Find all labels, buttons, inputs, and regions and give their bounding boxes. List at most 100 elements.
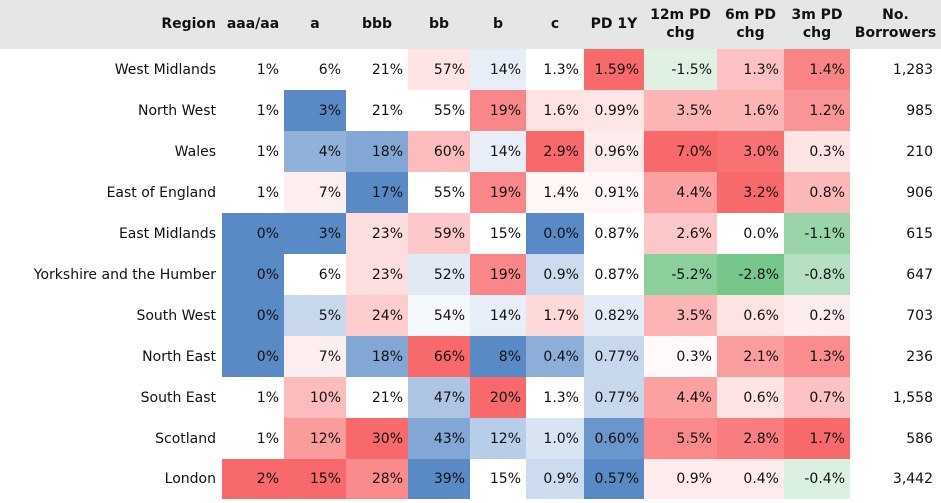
heat-cell: 20% (470, 377, 526, 418)
heat-cell: 0.87% (584, 213, 644, 254)
heat-cell: 60% (408, 131, 470, 172)
heat-cell: 0.4% (526, 336, 584, 377)
table-row: Wales 1% 4% 18% 60% 14% 2.9% 0.96% 7.0% 3.0% 0.3% 2… (0, 131, 941, 172)
heat-cell: 3% (284, 90, 346, 131)
table-row: South East 1% 10% 21% 47% 20% 1.3% 0.77% 4.4% 0.6… (0, 377, 941, 418)
region-label: East Midlands (118, 225, 216, 242)
heat-cell: 2.9% (526, 131, 584, 172)
header-row: Region aaa/aa a bbb bb b c PD 1Y 12m PD chg 6m PD… (0, 0, 941, 49)
heat-cell: 5.5% (644, 418, 717, 459)
heat-cell: 0.82% (584, 295, 644, 336)
heat-cell: 3.0% (717, 131, 784, 172)
table-row: London 2% 15% 28% 39% 15% 0.9% 0.57% 0.9% 0.4% -0.… (0, 459, 941, 499)
region-label: Yorkshire and the Humber (33, 266, 216, 283)
heat-cell: 0.91% (584, 172, 644, 213)
heat-cell: -0.4% (784, 459, 850, 499)
heat-cell: 0.0% (526, 213, 584, 254)
heat-cell: 2% (222, 459, 284, 499)
heat-cell: 17% (346, 172, 408, 213)
heat-cell: 15% (470, 213, 526, 254)
heat-cell: 3.2% (717, 172, 784, 213)
heat-cell: 2.8% (717, 418, 784, 459)
col-header-11: No. Borrowers (850, 0, 941, 49)
heat-cell: 0.6% (717, 295, 784, 336)
heat-cell: 23% (346, 213, 408, 254)
heat-cell: 21% (346, 90, 408, 131)
heat-cell: -2.8% (717, 254, 784, 295)
heat-cell: 1% (222, 90, 284, 131)
heat-cell: 28% (346, 459, 408, 499)
heat-cell: 7.0% (644, 131, 717, 172)
heat-cell: 4.4% (644, 172, 717, 213)
heat-cell: 0.77% (584, 377, 644, 418)
region-label: Scotland (155, 430, 216, 447)
heat-cell: 2.1% (717, 336, 784, 377)
heat-cell: 18% (346, 336, 408, 377)
heat-cell: -0.8% (784, 254, 850, 295)
heat-cell: 0.57% (584, 459, 644, 499)
borrowers-count: 3,442 (892, 471, 933, 487)
heat-cell: 7% (284, 336, 346, 377)
borrowers-count: 906 (906, 184, 933, 201)
heat-cell: 19% (470, 90, 526, 131)
borrowers-count: 985 (906, 102, 933, 119)
region-label: East of England (106, 184, 216, 201)
heat-cell: 0.96% (584, 131, 644, 172)
heat-cell: 12% (284, 418, 346, 459)
heat-cell: 0% (222, 295, 284, 336)
borrowers-count: 703 (906, 307, 933, 324)
heat-cell: 14% (470, 49, 526, 90)
col-header-6: c (526, 0, 584, 49)
col-header-8: 12m PD chg (644, 0, 717, 49)
heat-cell: 0.6% (717, 377, 784, 418)
region-label: North West (137, 102, 216, 119)
heat-cell: 1.2% (784, 90, 850, 131)
heat-cell: 54% (408, 295, 470, 336)
heat-cell: 0.4% (717, 459, 784, 499)
heat-cell: 0.3% (784, 131, 850, 172)
heat-cell: 55% (408, 90, 470, 131)
heat-cell: 1.7% (784, 418, 850, 459)
region-label: London (164, 471, 216, 487)
heat-cell: 52% (408, 254, 470, 295)
heat-cell: -5.2% (644, 254, 717, 295)
table-row: Yorkshire and the Humber 0% 6% 23% 52% 19% 0.9… (0, 254, 941, 295)
heat-cell: 39% (408, 459, 470, 499)
heat-cell: 0% (222, 213, 284, 254)
heat-cell: 4% (284, 131, 346, 172)
heat-cell: 6% (284, 254, 346, 295)
region-label: South West (136, 307, 216, 324)
heat-cell: 1.3% (526, 377, 584, 418)
heat-cell: 47% (408, 377, 470, 418)
heat-cell: 1.3% (526, 49, 584, 90)
col-header-0: Region (0, 0, 222, 49)
heat-cell: 57% (408, 49, 470, 90)
heat-cell: 0.7% (784, 377, 850, 418)
borrowers-count: 210 (906, 143, 933, 160)
heat-cell: 0.8% (784, 172, 850, 213)
borrowers-count: 615 (906, 225, 933, 242)
region-label: Wales (174, 143, 216, 160)
heat-cell: 1.6% (526, 90, 584, 131)
heat-cell: -1.1% (784, 213, 850, 254)
heat-cell: 1.4% (526, 172, 584, 213)
heat-cell: 0.0% (717, 213, 784, 254)
heat-cell: 0% (222, 336, 284, 377)
heat-cell: 3.5% (644, 90, 717, 131)
heat-cell: 12% (470, 418, 526, 459)
heat-cell: 0.3% (644, 336, 717, 377)
table-body: West Midlands 1% 6% 21% 57% 14% 1.3% 1.59% -1.5%… (0, 49, 941, 499)
heat-cell: 24% (346, 295, 408, 336)
heat-cell: 8% (470, 336, 526, 377)
heat-cell: 1.59% (584, 49, 644, 90)
table-row: South West 0% 5% 24% 54% 14% 1.7% 0.82% 3.5% 0.6%… (0, 295, 941, 336)
heat-cell: 1% (222, 49, 284, 90)
col-header-1: aaa/aa (222, 0, 284, 49)
heat-cell: 1.4% (784, 49, 850, 90)
borrowers-count: 586 (906, 430, 933, 447)
heat-cell: 0.9% (644, 459, 717, 499)
table-row: Scotland 1% 12% 30% 43% 12% 1.0% 0.60% 5.5% 2.8% 1… (0, 418, 941, 459)
heat-cell: 19% (470, 172, 526, 213)
col-header-2: a (284, 0, 346, 49)
heat-cell: 1.0% (526, 418, 584, 459)
